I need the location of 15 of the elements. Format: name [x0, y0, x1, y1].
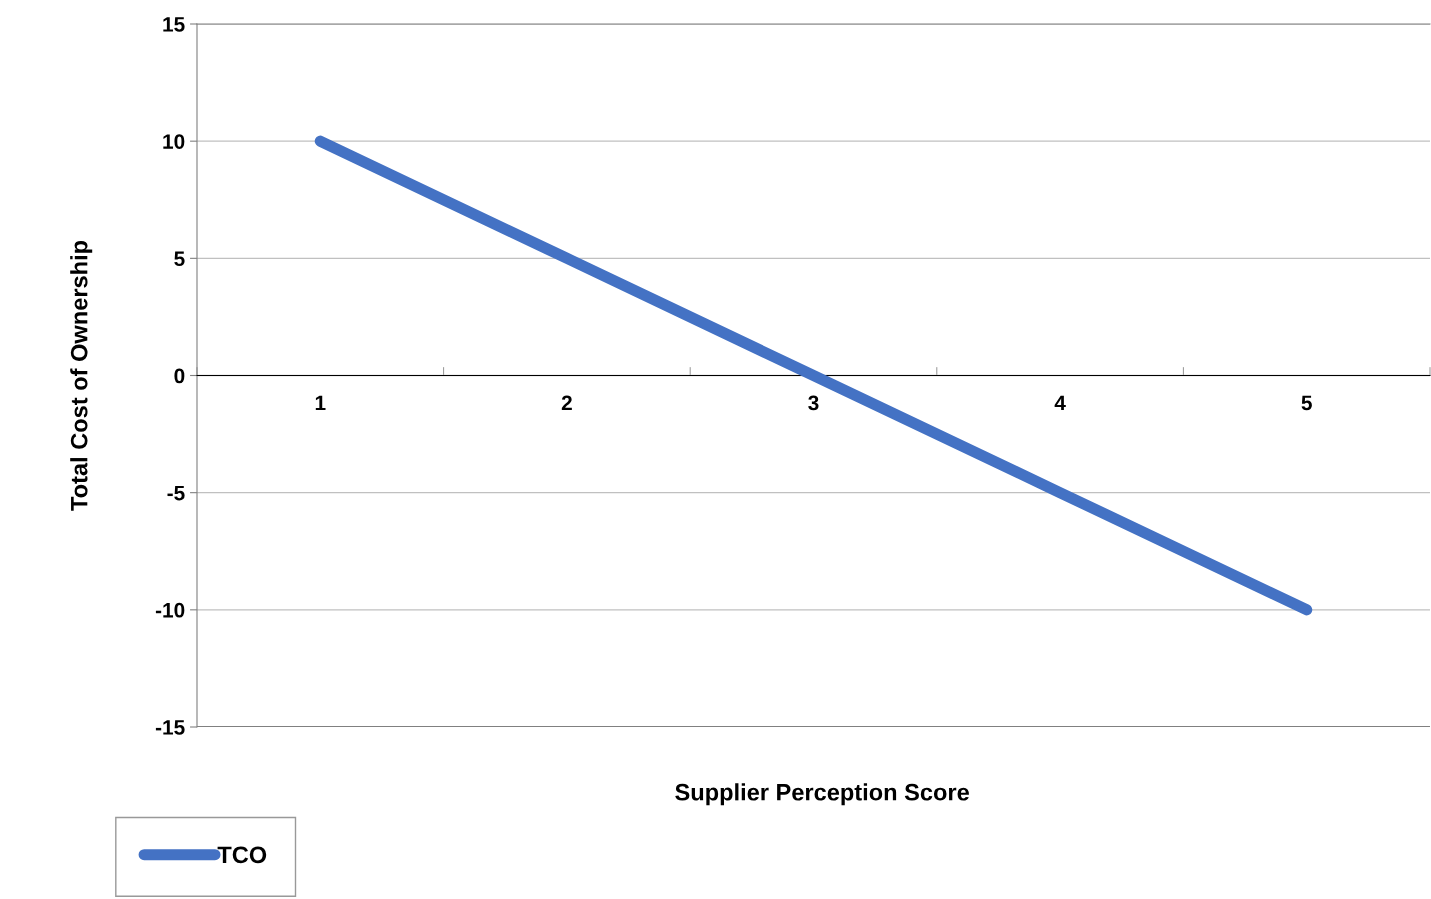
x-tick-label: 2	[561, 395, 572, 411]
y-tick-label: 5	[174, 251, 185, 267]
y-tick-label: 0	[174, 368, 185, 384]
y-tick-label: 10	[163, 134, 185, 149]
x-axis-title: Supplier Perception Score	[675, 783, 969, 806]
y-tick-label: 15	[163, 17, 185, 32]
y-axis-title: Total Cost of Ownership	[70, 240, 93, 511]
y-tick-label: -15	[155, 720, 185, 735]
x-tick-label: 5	[1301, 395, 1312, 411]
x-tick-label: 3	[808, 395, 819, 411]
y-tick-label: -5	[167, 485, 185, 501]
y-tick-label: -10	[155, 602, 185, 618]
x-tick-label: 4	[1054, 395, 1066, 411]
x-tick-label: 1	[315, 395, 326, 411]
legend-label: TCO	[217, 846, 267, 864]
